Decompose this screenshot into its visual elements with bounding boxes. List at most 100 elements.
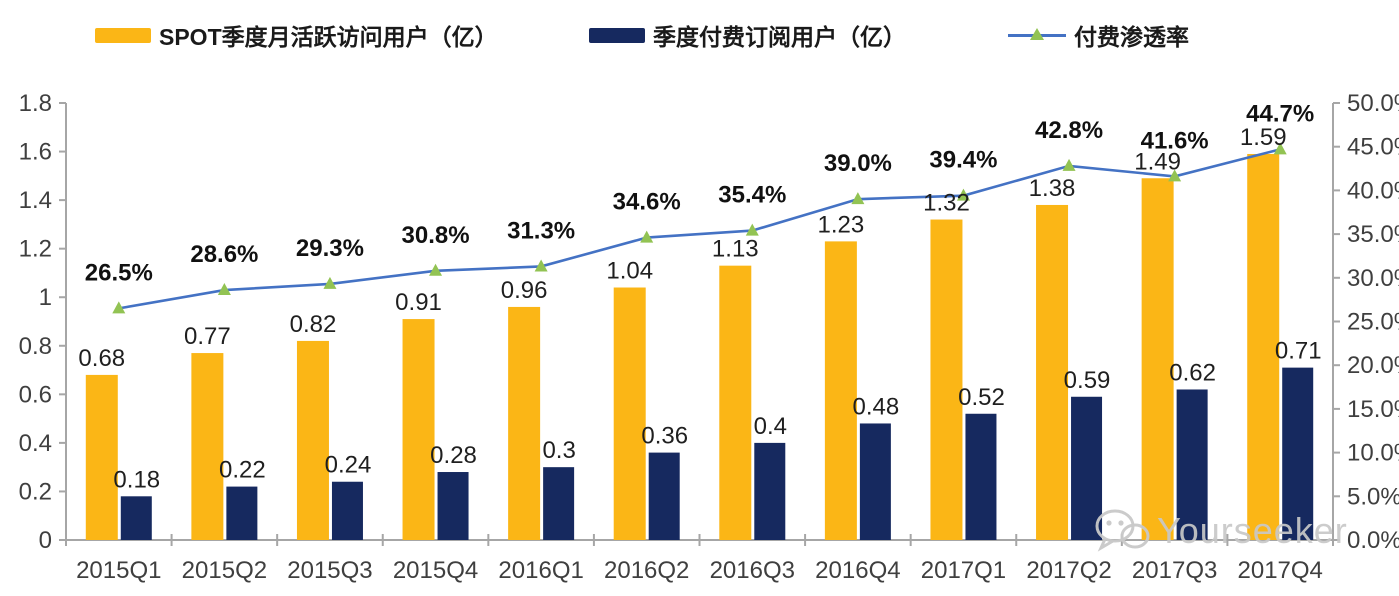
x-axis-category-label: 2015Q1	[76, 557, 161, 584]
subscribers-bar-swatch-icon	[589, 27, 645, 43]
right-axis-tick-label: 0.0%	[1347, 527, 1399, 554]
bar-subscribers	[859, 423, 891, 540]
bar-mau	[1247, 153, 1280, 540]
mau-value-label: 0.91	[395, 289, 442, 316]
penetration-marker	[1273, 142, 1287, 155]
mau-value-label: 1.38	[1029, 175, 1076, 202]
penetration-marker	[534, 259, 548, 272]
left-axis-tick-label: 1.6	[19, 139, 52, 166]
legend-label-penetration: 付费渗透率	[1074, 24, 1189, 50]
bar-mau	[296, 340, 329, 540]
bar-mau	[1036, 204, 1069, 540]
penetration-percent-label: 39.4%	[929, 147, 997, 174]
left-axis-tick-label: 1.4	[19, 187, 52, 214]
left-axis-tick-label: 1.8	[19, 90, 52, 117]
x-axis-category-label: 2017Q4	[1238, 557, 1323, 584]
subscribers-value-label: 0.4	[754, 413, 787, 440]
right-axis-tick-label: 45.0%	[1347, 134, 1399, 161]
penetration-marker	[640, 230, 654, 243]
mau-value-label: 1.59	[1240, 124, 1287, 151]
x-axis-category-label: 2017Q1	[921, 557, 1006, 584]
subscribers-value-label: 0.52	[958, 384, 1005, 411]
bar-subscribers	[754, 442, 786, 540]
legend-label-subscribers: 季度付费订阅用户（亿）	[653, 24, 906, 50]
right-axis-tick-label: 15.0%	[1347, 396, 1399, 423]
subscribers-value-label: 0.3	[542, 437, 575, 464]
x-axis-category-label: 2016Q3	[710, 557, 795, 584]
left-axis-tick-label: 0.2	[19, 478, 52, 505]
penetration-percent-label: 41.6%	[1141, 127, 1209, 154]
right-axis-tick-label: 25.0%	[1347, 309, 1399, 336]
x-axis-category-label: 2017Q3	[1132, 557, 1217, 584]
x-axis-category-label: 2015Q2	[182, 557, 267, 584]
bar-mau	[930, 219, 963, 541]
legend-item-penetration: 付费渗透率	[1008, 18, 1189, 52]
penetration-percent-label: 42.8%	[1035, 117, 1103, 144]
subscribers-value-label: 0.24	[325, 452, 372, 479]
bar-subscribers	[437, 472, 469, 540]
penetration-marker	[745, 223, 759, 236]
bar-subscribers	[648, 452, 680, 540]
right-axis-tick-label: 10.0%	[1347, 440, 1399, 467]
penetration-marker	[429, 263, 443, 276]
right-axis-tick-label: 50.0%	[1347, 90, 1399, 117]
mau-value-label: 0.68	[78, 345, 125, 372]
penetration-percent-label: 31.3%	[507, 217, 575, 244]
penetration-percent-label: 35.4%	[718, 182, 786, 209]
penetration-percent-label: 29.3%	[296, 235, 364, 262]
x-axis-category-label: 2015Q4	[393, 557, 478, 584]
left-axis-tick-label: 0.6	[19, 381, 52, 408]
legend-item-mau: SPOT季度月活跃访问用户（亿）	[95, 18, 498, 52]
penetration-line	[118, 148, 1281, 310]
x-axis-category-label: 2017Q2	[1026, 557, 1111, 584]
mau-value-label: 1.49	[1134, 148, 1181, 175]
mau-value-label: 1.23	[818, 211, 865, 238]
mau-value-label: 1.13	[712, 236, 759, 263]
right-axis-tick-label: 5.0%	[1347, 483, 1399, 510]
bar-mau	[508, 306, 541, 540]
left-axis-tick-label: 1.2	[19, 236, 52, 263]
penetration-marker	[1062, 158, 1076, 171]
x-axis-category-label: 2015Q3	[287, 557, 372, 584]
subscribers-value-label: 0.48	[853, 393, 900, 420]
penetration-marker	[323, 276, 337, 289]
right-axis-tick-label: 40.0%	[1347, 177, 1399, 204]
subscribers-value-label: 0.62	[1169, 359, 1216, 386]
bar-mau	[85, 374, 118, 540]
x-axis-category-label: 2016Q1	[498, 557, 583, 584]
subscribers-value-label: 0.22	[219, 457, 266, 484]
right-axis-tick-label: 35.0%	[1347, 221, 1399, 248]
bar-mau	[824, 241, 857, 540]
bar-subscribers	[120, 496, 152, 540]
penetration-percent-label: 39.0%	[824, 150, 892, 177]
subscribers-value-label: 0.18	[113, 466, 160, 493]
penetration-marker	[112, 301, 126, 314]
bar-subscribers	[965, 413, 997, 540]
left-axis-tick-label: 0.4	[19, 430, 52, 457]
mau-value-label: 0.82	[290, 311, 337, 338]
subscribers-value-label: 0.71	[1275, 338, 1322, 365]
bar-subscribers	[543, 467, 575, 540]
penetration-percent-label: 28.6%	[190, 241, 258, 268]
bar-mau	[719, 265, 752, 540]
left-axis-tick-label: 1	[39, 284, 52, 311]
bar-subscribers	[1176, 389, 1208, 540]
bar-subscribers	[331, 481, 363, 540]
bar-subscribers	[226, 486, 258, 540]
x-axis-category-label: 2016Q2	[604, 557, 689, 584]
bar-subscribers	[1071, 396, 1103, 540]
mau-bar-swatch-icon	[95, 27, 151, 43]
legend-item-subscribers: 季度付费订阅用户（亿）	[589, 18, 906, 52]
subscribers-value-label: 0.59	[1064, 367, 1111, 394]
x-axis-category-label: 2016Q4	[815, 557, 900, 584]
penetration-percent-label: 30.8%	[402, 222, 470, 249]
bar-mau	[402, 319, 435, 540]
legend-label-mau: SPOT季度月活跃访问用户（亿）	[159, 24, 498, 50]
bar-mau	[613, 287, 646, 540]
penetration-marker	[1168, 169, 1182, 182]
bar-mau	[191, 353, 224, 540]
mau-value-label: 0.96	[501, 277, 548, 304]
subscribers-value-label: 0.36	[641, 423, 688, 450]
